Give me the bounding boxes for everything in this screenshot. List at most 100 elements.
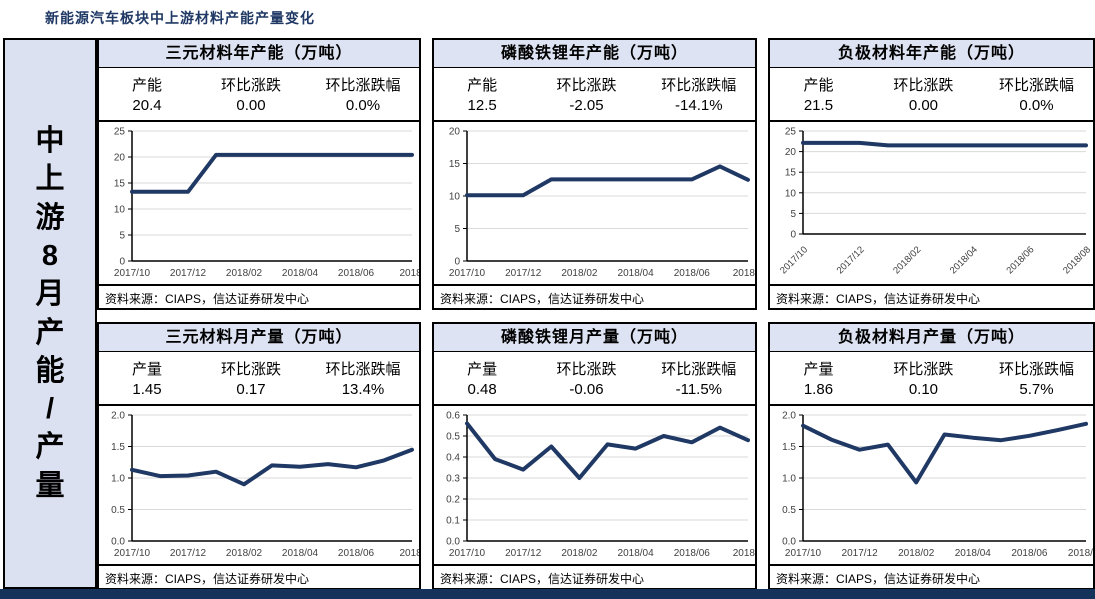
svg-text:1.5: 1.5 bbox=[782, 442, 796, 453]
stat-value-output: 1.86 bbox=[803, 381, 834, 398]
stat-value-mom-pct: 13.4% bbox=[341, 381, 385, 398]
svg-text:2018/: 2018/ bbox=[399, 268, 419, 279]
svg-text:2018/02: 2018/02 bbox=[226, 268, 263, 279]
panel-title: 负极材料年产能（万吨） bbox=[770, 40, 1093, 68]
svg-text:2.0: 2.0 bbox=[782, 411, 796, 422]
svg-text:2017/10: 2017/10 bbox=[449, 268, 486, 279]
stat-value-output: 1.45 bbox=[132, 381, 162, 398]
stat-header-mom-pct: 环比涨跌幅 bbox=[325, 77, 401, 94]
stat-header-mom-pct: 环比涨跌幅 bbox=[325, 361, 401, 378]
stat-header-mom-change: 环比涨跌 bbox=[893, 361, 954, 378]
panel-lfp-monthly-output: 磷酸铁锂月产量（万吨） 产量 环比涨跌 环比涨跌幅 0.48 -0.06 -11… bbox=[432, 322, 757, 590]
stat-header-mom-pct: 环比涨跌幅 bbox=[661, 77, 737, 94]
stat-header-capacity: 产能 bbox=[131, 77, 162, 94]
svg-text:0.6: 0.6 bbox=[446, 411, 460, 422]
source-note: 资料来源：CIAPS，信达证券研发中心 bbox=[770, 284, 1093, 308]
svg-text:2018/02: 2018/02 bbox=[226, 548, 263, 559]
stat-header-mom-pct: 环比涨跌幅 bbox=[998, 77, 1074, 94]
line-chart: 0.0 0.5 1.0 1.5 2.0 2017/10 2017/12 2018/02 2018… bbox=[99, 406, 419, 564]
source-note: 资料来源：CIAPS，信达证券研发中心 bbox=[434, 564, 755, 588]
svg-text:2017/10: 2017/10 bbox=[114, 268, 151, 279]
stats-table: 产量 环比涨跌 环比涨跌幅 1.86 0.10 5.7% bbox=[770, 352, 1093, 406]
stat-header-mom-change: 环比涨跌 bbox=[893, 77, 954, 94]
panel-title: 负极材料月产量（万吨） bbox=[770, 324, 1093, 352]
svg-text:2017/12: 2017/12 bbox=[170, 268, 207, 279]
svg-text:2018/04: 2018/04 bbox=[618, 268, 655, 279]
stat-value-mom-change: 0.00 bbox=[236, 97, 266, 114]
stat-value-mom-pct: 5.7% bbox=[1019, 381, 1054, 398]
svg-text:1.5: 1.5 bbox=[111, 442, 125, 453]
panel-anode-monthly-output: 负极材料月产量（万吨） 产量 环比涨跌 环比涨跌幅 1.86 0.10 5.7%… bbox=[768, 322, 1095, 590]
svg-text:10: 10 bbox=[785, 188, 797, 199]
svg-text:5: 5 bbox=[454, 224, 460, 235]
stat-value-mom-change: -0.06 bbox=[569, 381, 604, 398]
svg-text:0.0: 0.0 bbox=[111, 537, 125, 548]
svg-text:2017/12: 2017/12 bbox=[505, 548, 542, 559]
svg-text:0: 0 bbox=[119, 257, 125, 268]
svg-text:2018/08: 2018/08 bbox=[1061, 244, 1093, 276]
source-note: 资料来源：CIAPS，信达证券研发中心 bbox=[770, 564, 1093, 588]
stats-table: 产能 环比涨跌 环比涨跌幅 12.5 -2.05 -14.1% bbox=[434, 68, 755, 122]
stat-value-capacity: 21.5 bbox=[803, 97, 834, 114]
stat-value-mom-pct: 0.0% bbox=[1019, 97, 1054, 114]
svg-text:2018/04: 2018/04 bbox=[948, 244, 980, 276]
panel-title: 磷酸铁锂年产能（万吨） bbox=[434, 40, 755, 68]
panel-title: 磷酸铁锂月产量（万吨） bbox=[434, 324, 755, 352]
svg-text:2017/10: 2017/10 bbox=[449, 548, 486, 559]
svg-text:10: 10 bbox=[449, 192, 461, 203]
panel-ternary-annual-capacity: 三元材料年产能（万吨） 产能 环比涨跌 环比涨跌幅 20.4 0.00 0.0%… bbox=[97, 38, 421, 310]
stat-value-mom-pct: -11.5% bbox=[675, 381, 723, 398]
line-chart: 0.0 0.5 1.0 1.5 2.0 2017/10 2017/12 2018/02 2018… bbox=[770, 406, 1093, 564]
svg-text:2018/0: 2018/0 bbox=[733, 268, 755, 279]
stat-value-mom-change: 0.17 bbox=[236, 381, 266, 398]
stat-header-output: 产量 bbox=[803, 361, 834, 378]
svg-text:0.1: 0.1 bbox=[446, 516, 460, 527]
stat-header-output: 产量 bbox=[131, 361, 162, 378]
svg-text:5: 5 bbox=[119, 231, 125, 242]
svg-text:2018/06: 2018/06 bbox=[674, 268, 711, 279]
svg-text:2018/06: 2018/06 bbox=[1004, 244, 1036, 276]
svg-text:2017/12: 2017/12 bbox=[505, 268, 542, 279]
stat-header-capacity: 产能 bbox=[803, 77, 834, 94]
source-note: 资料来源：CIAPS，信达证券研发中心 bbox=[99, 564, 419, 588]
stat-value-mom-pct: -14.1% bbox=[675, 97, 723, 114]
stats-table: 产能 环比涨跌 环比涨跌幅 20.4 0.00 0.0% bbox=[99, 68, 419, 122]
stat-value-mom-change: -2.05 bbox=[569, 97, 604, 114]
svg-text:2017/12: 2017/12 bbox=[835, 244, 867, 276]
svg-text:2017/12: 2017/12 bbox=[842, 548, 879, 559]
stat-header-mom-change: 环比涨跌 bbox=[556, 77, 617, 94]
stat-value-output: 0.48 bbox=[467, 381, 497, 398]
svg-text:20: 20 bbox=[114, 153, 126, 164]
svg-text:2017/10: 2017/10 bbox=[778, 244, 810, 276]
source-note: 资料来源：CIAPS，信达证券研发中心 bbox=[434, 284, 755, 308]
svg-text:25: 25 bbox=[785, 127, 797, 138]
svg-text:1.0: 1.0 bbox=[782, 474, 796, 485]
svg-text:0.5: 0.5 bbox=[111, 505, 125, 516]
svg-text:25: 25 bbox=[114, 127, 126, 138]
svg-text:2018/06: 2018/06 bbox=[674, 548, 711, 559]
stat-value-mom-pct: 0.0% bbox=[345, 97, 381, 114]
stat-header-mom-pct: 环比涨跌幅 bbox=[998, 361, 1074, 378]
svg-text:2018/02: 2018/02 bbox=[898, 548, 935, 559]
svg-text:2018/06: 2018/06 bbox=[1011, 548, 1048, 559]
stat-value-mom-change: 0.10 bbox=[908, 381, 939, 398]
bottom-accent-bar bbox=[0, 589, 1095, 599]
svg-text:2017/10: 2017/10 bbox=[114, 548, 151, 559]
svg-text:0.3: 0.3 bbox=[446, 474, 460, 485]
svg-text:2018/04: 2018/04 bbox=[282, 548, 319, 559]
stat-value-capacity: 12.5 bbox=[467, 97, 497, 114]
stats-table: 产量 环比涨跌 环比涨跌幅 1.45 0.17 13.4% bbox=[99, 352, 419, 406]
stat-value-capacity: 20.4 bbox=[132, 97, 162, 114]
svg-text:2017/10: 2017/10 bbox=[785, 548, 822, 559]
panel-title: 三元材料年产能（万吨） bbox=[99, 40, 419, 68]
svg-text:15: 15 bbox=[785, 168, 797, 179]
stat-header-output: 产量 bbox=[467, 361, 498, 378]
panel-ternary-monthly-output: 三元材料月产量（万吨） 产量 环比涨跌 环比涨跌幅 1.45 0.17 13.4… bbox=[97, 322, 421, 590]
page-title: 新能源汽车板块中上游材料产能产量变化 bbox=[45, 10, 315, 26]
svg-text:2018/: 2018/ bbox=[399, 548, 419, 559]
svg-text:15: 15 bbox=[449, 159, 461, 170]
svg-text:2017/12: 2017/12 bbox=[170, 548, 207, 559]
svg-text:2018/02: 2018/02 bbox=[891, 244, 923, 276]
stat-header-mom-change: 环比涨跌 bbox=[556, 361, 617, 378]
svg-text:0.2: 0.2 bbox=[446, 495, 460, 506]
